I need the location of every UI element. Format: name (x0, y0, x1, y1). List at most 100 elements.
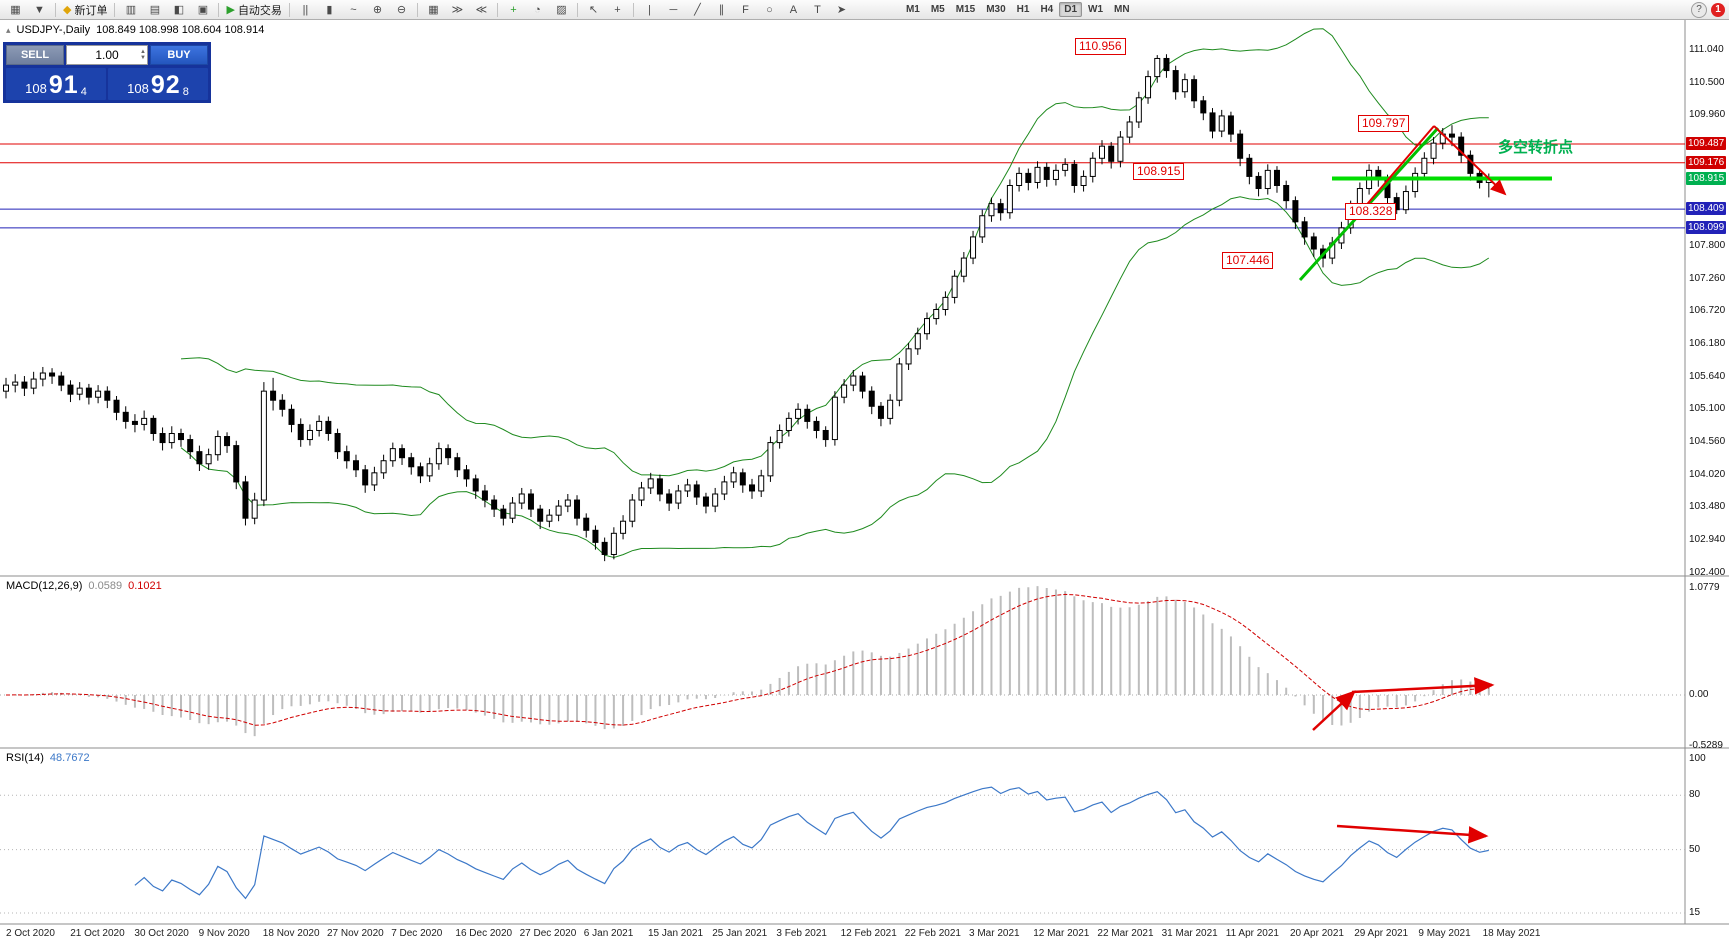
line-chart-icon[interactable]: ~ (350, 3, 357, 16)
chart-text-note[interactable]: 多空转折点 (1498, 139, 1574, 156)
toolbar-separator (632, 2, 634, 17)
macd-arrow-object[interactable] (1312, 690, 1356, 731)
timeframe-button-m5[interactable]: M5 (930, 4, 945, 15)
fibonacci-icon[interactable]: F (742, 3, 749, 16)
profiles-menu-icon[interactable]: ▼ (34, 3, 45, 16)
time-axis-label: 18 Nov 2020 (262, 928, 320, 939)
macd-arrow-object[interactable] (1351, 677, 1495, 695)
help-icon[interactable]: ? (1691, 1, 1707, 18)
crosshair-icon[interactable]: + (614, 3, 621, 16)
candlestick-chart-icon[interactable]: ▮ (326, 4, 333, 16)
chart-ohlc-values: 108.849 108.998 108.604 108.914 (96, 24, 265, 36)
timeframe-button-w1[interactable]: W1 (1088, 4, 1104, 15)
period-icon[interactable]: ◔ (534, 3, 541, 16)
bar-chart-icon[interactable]: || (302, 3, 309, 16)
toolbar-group: ◆ 新订单 (60, 1, 110, 19)
toolbar-group: + ◔ ▨ (502, 1, 573, 19)
navigator-icon[interactable]: ◧ (173, 4, 185, 16)
tile-windows-icon[interactable]: ▦ (428, 4, 439, 16)
charts-menu-icon[interactable]: ▦ (10, 4, 21, 16)
buy-price-main: 108 (127, 81, 149, 96)
sell-button[interactable]: SELL (6, 45, 64, 65)
panel-collapse-icon[interactable]: ▴ (6, 24, 11, 35)
sell-price-big: 91 (48, 71, 79, 99)
time-axis-label: 15 Jan 2021 (648, 928, 704, 939)
new-order-button[interactable]: ◆ 新订单 (60, 1, 110, 19)
volume-up-button[interactable]: ▲ (140, 49, 146, 55)
zoom-in-icon[interactable]: ⊕ (372, 4, 383, 16)
price-axis[interactable]: 111.040 110.500 109.960 107.800 107.260 106.7… (1686, 0, 1729, 947)
auto-trading-button[interactable]: ▶ 自动交易 (223, 1, 284, 19)
market-watch-icon[interactable]: ▥ (125, 4, 137, 16)
time-axis-label: 9 May 2021 (1418, 928, 1471, 939)
horizontal-line-icon[interactable]: ─ (669, 3, 678, 16)
timeframe-button-h4[interactable]: H4 (1040, 4, 1054, 15)
time-axis[interactable]: 2 Oct 2020 21 Oct 2020 30 Oct 2020 9 Nov 20… (0, 926, 1729, 947)
timeframe-button-m1[interactable]: M1 (905, 4, 920, 15)
terminal-icon[interactable]: ▣ (197, 4, 209, 16)
notification-badge[interactable]: 1 (1711, 2, 1725, 17)
trend-line-icon[interactable]: ╱ (694, 4, 701, 16)
volume-field[interactable]: 1.00 ▲ ▼ (66, 45, 148, 65)
price-flag-label[interactable]: 110.956 (1075, 38, 1126, 55)
buy-button[interactable]: BUY (150, 45, 208, 65)
timeframe-button-d1[interactable]: D1 (1059, 2, 1083, 17)
toolbar-separator (218, 2, 220, 17)
timeframe-button-mn[interactable]: MN (1114, 4, 1130, 15)
price-flag-label[interactable]: 108.328 (1345, 203, 1397, 220)
rsi-axis-tick: 100 (1689, 753, 1706, 764)
time-axis-label: 2 Oct 2020 (6, 928, 55, 939)
auto-trading-label: 自动交易 (237, 4, 282, 17)
rsi-arrow-object[interactable] (1336, 824, 1489, 844)
timeframe-button-m30[interactable]: M30 (986, 4, 1006, 15)
price-axis-tick: 106.720 (1689, 305, 1726, 317)
cursor-icon[interactable]: ↖ (588, 4, 599, 16)
text-label-icon[interactable]: T (814, 3, 821, 16)
price-flag-label[interactable]: 108.915 (1133, 163, 1185, 180)
toolbar-separator (288, 2, 290, 17)
price-flag-label[interactable]: 107.446 (1222, 252, 1274, 269)
sell-price-sup: 4 (80, 86, 87, 98)
chart-shift-icon[interactable]: ≪ (475, 4, 488, 16)
channel-icon[interactable]: ∥ (718, 4, 725, 16)
sell-price[interactable]: 108 91 4 (6, 68, 106, 100)
toolbar-group: ▥ ▤ ◧ ▣ (119, 1, 214, 19)
ellipse-icon[interactable]: ○ (766, 3, 773, 16)
toolbar: ▦ ▼ ◆ 新订单 ▥ ▤ ◧ ▣ ▶ 自动交易 || ▮ ~ ⊕ ⊖ ▦ ≫ ≪ + ◔ ▨ ↖ + | ─ ╱ ∥ F ○ A T ➤ M1… (0, 0, 1729, 20)
toolbar-right-group: ? 1 (1691, 1, 1725, 18)
trend-line-object[interactable] (1433, 125, 1507, 196)
zoom-out-icon[interactable]: ⊖ (396, 4, 407, 16)
text-icon[interactable]: A (789, 3, 798, 16)
price-axis-tick: 104.020 (1689, 468, 1726, 480)
macd-panel (0, 586, 1685, 737)
time-axis-label: 18 May 2021 (1482, 928, 1541, 939)
price-flag-label[interactable]: 109.797 (1358, 115, 1410, 132)
time-axis-label: 27 Nov 2020 (327, 928, 384, 939)
time-axis-label: 31 Mar 2021 (1161, 928, 1218, 939)
arrow-object-icon[interactable]: ➤ (836, 4, 847, 16)
time-axis-label: 22 Feb 2021 (904, 928, 961, 939)
volume-down-button[interactable]: ▼ (140, 55, 146, 61)
time-axis-label: 7 Dec 2020 (391, 928, 443, 939)
vertical-line-icon[interactable]: | (648, 3, 651, 16)
data-window-icon[interactable]: ▤ (149, 4, 161, 16)
indicators-list-icon[interactable]: + (510, 3, 517, 16)
price-axis-tag: 108.099 (1686, 220, 1727, 234)
time-axis-label: 12 Feb 2021 (840, 928, 897, 939)
auto-scroll-icon[interactable]: ≫ (451, 4, 464, 16)
rsi-name: RSI(14) (6, 752, 44, 764)
candles-layer (3, 54, 1492, 562)
template-icon[interactable]: ▨ (556, 4, 567, 16)
chart-symbol-header: ▴ USDJPY-,Daily 108.849 108.998 108.604 … (6, 24, 264, 36)
time-axis-label: 20 Apr 2021 (1290, 928, 1344, 939)
trend-line-object[interactable] (1356, 125, 1435, 217)
price-axis-tick: 104.560 (1689, 435, 1726, 447)
price-axis-tick: 105.100 (1689, 403, 1726, 415)
buy-price-sup: 8 (182, 86, 189, 98)
buy-price[interactable]: 108 92 8 (108, 68, 208, 100)
timeframe-button-m15[interactable]: M15 (955, 4, 976, 15)
macd-axis-tick: 0.00 (1689, 689, 1709, 700)
timeframe-button-h1[interactable]: H1 (1016, 4, 1030, 15)
